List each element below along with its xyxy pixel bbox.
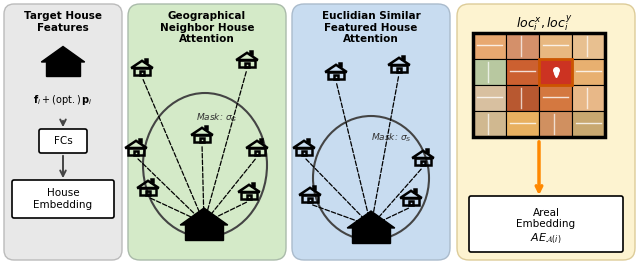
Bar [572, 111, 605, 137]
Text: Geographical
Neighbor House
Attention: Geographical Neighbor House Attention [160, 11, 254, 44]
Text: FCs: FCs [54, 136, 72, 146]
Text: Target House
Features: Target House Features [24, 11, 102, 33]
FancyBboxPatch shape [469, 196, 623, 252]
Text: Areal: Areal [532, 208, 559, 218]
Bar [473, 33, 605, 137]
FancyBboxPatch shape [39, 129, 87, 153]
Bar [145, 59, 147, 62]
Bar [397, 68, 401, 72]
Bar [134, 151, 138, 155]
Bar [249, 148, 265, 155]
Bar [506, 85, 539, 111]
FancyBboxPatch shape [128, 4, 286, 260]
Bar [140, 188, 156, 195]
Bar [413, 189, 416, 192]
Text: Mask: $\sigma_G$: Mask: $\sigma_G$ [196, 112, 237, 124]
Bar [473, 33, 506, 59]
Text: Mask: $\sigma_S$: Mask: $\sigma_S$ [371, 132, 412, 144]
Bar [506, 33, 539, 59]
Bar [572, 85, 605, 111]
Bar [241, 192, 257, 199]
Bar [296, 148, 312, 155]
Bar [313, 186, 315, 189]
Bar [415, 158, 431, 165]
Text: Embedding: Embedding [516, 219, 575, 229]
Bar [539, 85, 572, 111]
Bar [186, 225, 223, 240]
Bar [147, 191, 150, 195]
Bar [303, 151, 305, 155]
Polygon shape [347, 211, 395, 228]
Polygon shape [180, 208, 228, 225]
Bar [403, 198, 419, 205]
Bar [539, 59, 572, 85]
Bar [46, 62, 80, 76]
Polygon shape [42, 46, 84, 62]
Bar [335, 75, 337, 79]
Bar [134, 68, 150, 75]
Bar [352, 228, 390, 243]
Bar [139, 139, 141, 142]
Bar [402, 56, 404, 59]
Text: $loc_i^x, loc_i^y$: $loc_i^x, loc_i^y$ [516, 13, 572, 33]
Bar [426, 149, 428, 152]
Bar [572, 33, 605, 59]
Bar [248, 195, 251, 199]
Text: House
Embedding: House Embedding [33, 188, 93, 210]
Bar [391, 65, 407, 72]
Text: $\mathbf{f}_i + (\mathrm{opt.})\,\mathbf{p}_i$: $\mathbf{f}_i + (\mathrm{opt.})\,\mathbf… [33, 93, 93, 107]
Bar [200, 138, 204, 142]
Bar [302, 195, 318, 202]
Bar [308, 198, 312, 202]
Text: $AE_{\mathcal{A}(i)}$: $AE_{\mathcal{A}(i)}$ [531, 232, 562, 246]
Bar [260, 139, 262, 142]
Bar [506, 111, 539, 137]
Bar [506, 59, 539, 85]
Bar [539, 111, 572, 137]
Bar [339, 63, 341, 66]
Bar [205, 126, 207, 129]
Text: Euclidian Similar
Featured House
Attention: Euclidian Similar Featured House Attenti… [322, 11, 420, 44]
Bar [473, 111, 506, 137]
FancyBboxPatch shape [4, 4, 122, 260]
Bar [307, 139, 309, 142]
Bar [245, 63, 248, 67]
Bar [140, 71, 143, 75]
Bar [239, 60, 255, 67]
Bar [539, 33, 572, 59]
Bar [250, 51, 252, 54]
Bar [421, 161, 424, 165]
Bar [150, 179, 153, 182]
Bar [473, 85, 506, 111]
Bar [252, 183, 254, 186]
Bar [473, 59, 506, 85]
Bar [194, 135, 210, 142]
FancyBboxPatch shape [12, 180, 114, 218]
FancyBboxPatch shape [457, 4, 635, 260]
Bar [572, 59, 605, 85]
Bar [255, 151, 259, 155]
Bar [410, 201, 413, 205]
Bar [328, 72, 344, 79]
Bar [128, 148, 144, 155]
FancyBboxPatch shape [292, 4, 450, 260]
